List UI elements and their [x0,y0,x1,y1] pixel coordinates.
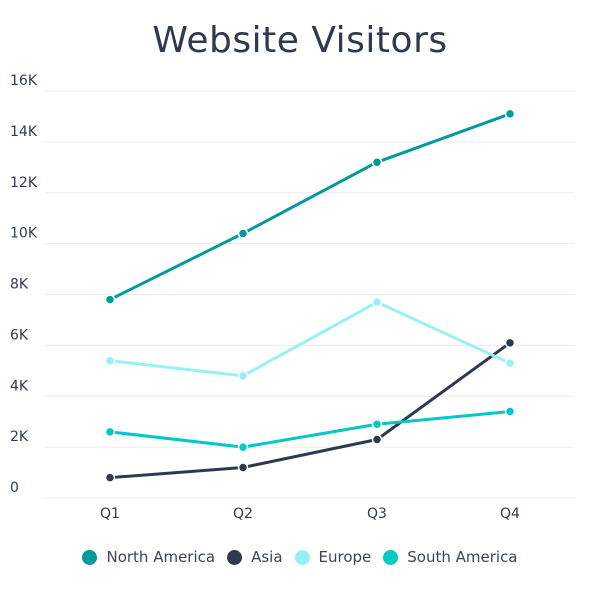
data-point-europe [104,355,116,366]
data-point-north-america [504,108,516,120]
legend-label: South America [407,548,518,566]
y-tick-label: 16K [10,73,38,89]
legend-item-south-america[interactable]: South America [383,548,518,566]
y-tick-label: 8K [10,277,29,293]
legend-marker [294,549,310,565]
legend-label: Europe [318,548,372,566]
data-point-north-america [237,228,249,239]
series-line-asia [108,341,512,480]
legend-item-europe[interactable]: Europe [294,548,372,566]
data-point-south-america [371,418,383,430]
y-tick-label: 6K [10,327,29,343]
data-point-europe [237,370,249,382]
y-tick-label: 14K [10,124,38,140]
legend-label: Asia [251,548,283,566]
y-tick-label: 2K [10,429,29,445]
data-point-europe [504,357,516,369]
x-tick-label: Q4 [500,506,520,522]
data-point-asia [371,434,383,445]
legend-marker [82,549,98,565]
y-tick-label: 12K [10,175,38,191]
data-point-south-america [237,441,249,453]
chart-title: Website Visitors [152,20,448,61]
y-tick-label: 10K [10,226,38,242]
legend-marker [383,549,399,565]
data-point-south-america [504,406,516,417]
data-point-asia [104,472,116,483]
data-point-north-america [371,156,383,168]
legend-item-north-america[interactable]: North America [82,548,215,566]
data-point-north-america [104,294,116,305]
data-point-south-america [104,426,116,438]
series-line-south-america [108,410,512,449]
legend-label: North America [106,548,216,566]
series-line-north-america [108,112,512,302]
data-point-europe [371,296,383,308]
data-point-asia [504,337,516,349]
x-tick-label: Q1 [100,506,120,522]
y-tick-label: 4K [10,378,29,394]
y-tick-label: 0 [10,480,19,496]
data-point-asia [237,462,249,473]
legend-item-asia[interactable]: Asia [227,548,283,566]
legend-marker [227,549,243,565]
x-tick-label: Q2 [233,506,253,522]
legend: North America Asia Europe South America [0,546,600,568]
x-tick-label: Q3 [367,506,387,522]
series-line-europe [108,300,512,378]
